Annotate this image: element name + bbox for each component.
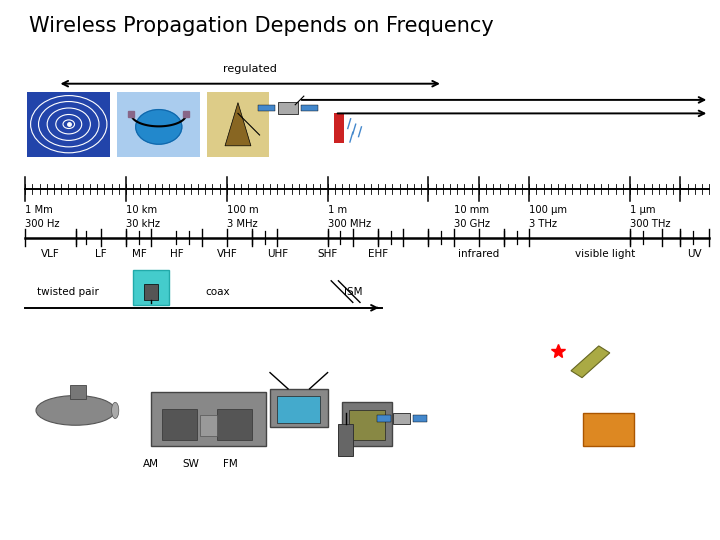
Bar bbox=[301, 105, 318, 111]
Text: 1 m: 1 m bbox=[328, 205, 347, 215]
Text: HF: HF bbox=[170, 249, 183, 260]
Text: 100 m: 100 m bbox=[227, 205, 258, 215]
Bar bbox=[413, 415, 427, 422]
Text: 10 km: 10 km bbox=[126, 205, 157, 215]
Bar bbox=[162, 409, 197, 440]
Text: 30 GHz: 30 GHz bbox=[454, 219, 490, 229]
Ellipse shape bbox=[112, 402, 119, 418]
Text: UV: UV bbox=[688, 249, 702, 260]
Text: twisted pair: twisted pair bbox=[37, 287, 99, 297]
Text: infrared: infrared bbox=[458, 249, 500, 260]
Text: UHF: UHF bbox=[266, 249, 288, 260]
Bar bbox=[217, 409, 252, 440]
Text: ISM: ISM bbox=[343, 287, 362, 297]
Text: MF: MF bbox=[132, 249, 146, 260]
Text: SW: SW bbox=[182, 459, 199, 469]
Ellipse shape bbox=[36, 395, 115, 426]
Circle shape bbox=[135, 110, 181, 144]
Bar bbox=[200, 415, 217, 436]
Text: 1 Mm: 1 Mm bbox=[25, 205, 53, 215]
Polygon shape bbox=[225, 103, 251, 146]
Text: EHF: EHF bbox=[368, 249, 388, 260]
Text: VLF: VLF bbox=[41, 249, 60, 260]
Bar bbox=[349, 410, 385, 440]
Text: LF: LF bbox=[95, 249, 107, 260]
Bar bbox=[258, 105, 275, 111]
Text: 3 THz: 3 THz bbox=[529, 219, 557, 229]
Bar bbox=[117, 92, 200, 157]
Bar bbox=[377, 415, 391, 422]
Text: 30 kHz: 30 kHz bbox=[126, 219, 160, 229]
Bar bbox=[583, 413, 634, 446]
Text: 300 MHz: 300 MHz bbox=[328, 219, 371, 229]
Text: FM: FM bbox=[223, 459, 238, 469]
Bar bbox=[70, 385, 86, 399]
Bar bbox=[278, 102, 298, 114]
Bar bbox=[144, 284, 158, 300]
Bar bbox=[342, 402, 392, 446]
Text: VHF: VHF bbox=[217, 249, 237, 260]
Text: 300 THz: 300 THz bbox=[630, 219, 670, 229]
Text: regulated: regulated bbox=[223, 64, 277, 74]
Text: AM: AM bbox=[143, 459, 159, 469]
Bar bbox=[207, 92, 269, 157]
Text: 10 mm: 10 mm bbox=[454, 205, 489, 215]
Bar bbox=[338, 424, 353, 456]
Text: visible light: visible light bbox=[575, 249, 635, 260]
Text: Wireless Propagation Depends on Frequency: Wireless Propagation Depends on Frequenc… bbox=[29, 16, 493, 36]
Text: 300 Hz: 300 Hz bbox=[25, 219, 60, 229]
Bar bbox=[27, 92, 110, 157]
Text: 1 μm: 1 μm bbox=[630, 205, 655, 215]
Text: coax: coax bbox=[205, 287, 230, 297]
Bar bbox=[270, 389, 328, 427]
Bar bbox=[393, 413, 410, 424]
Text: 100 μm: 100 μm bbox=[529, 205, 567, 215]
Bar bbox=[277, 396, 320, 423]
Text: SHF: SHF bbox=[318, 249, 338, 260]
Bar bbox=[334, 113, 344, 143]
Bar bbox=[151, 392, 266, 446]
Bar bbox=[571, 346, 610, 377]
Text: 3 MHz: 3 MHz bbox=[227, 219, 258, 229]
Bar bbox=[133, 270, 169, 305]
